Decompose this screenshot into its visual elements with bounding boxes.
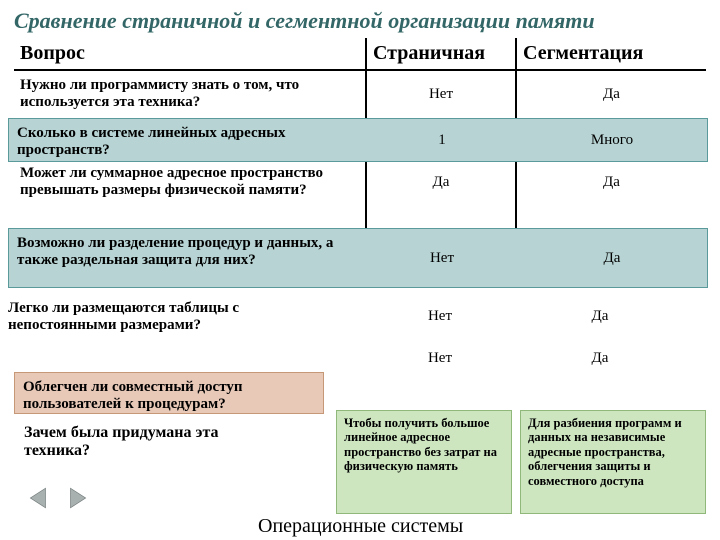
header-paging: Страничная	[366, 38, 516, 70]
nav-arrows	[26, 485, 90, 516]
hl2-segmentation: Много	[517, 119, 707, 161]
green-callout-1: Чтобы получить большое линейное адресное…	[336, 410, 512, 514]
q5-paging: Нет	[400, 308, 480, 325]
cell-paging: Нет	[366, 70, 516, 117]
hl4-question: Возможно ли разделение процедур и данных…	[9, 229, 367, 287]
cell-segmentation: Да	[516, 159, 706, 205]
cell-question: Нужно ли программисту знать о том, что и…	[14, 70, 366, 117]
slide: Сравнение страничной и сегментной органи…	[0, 0, 720, 540]
cell-paging: Да	[366, 159, 516, 205]
header-segmentation: Сегментация	[516, 38, 706, 70]
q5-segmentation: Да	[560, 308, 640, 325]
hl4-paging: Нет	[367, 229, 517, 287]
slide-title: Сравнение страничной и сегментной органи…	[0, 0, 720, 38]
salmon-question-box: Облегчен ли совместный доступ пользовате…	[14, 372, 324, 414]
prev-arrow-icon[interactable]	[26, 485, 52, 516]
cell-question: Может ли суммарное адресное пространство…	[14, 159, 366, 205]
question-7: Зачем была придумана эта техника?	[24, 424, 284, 460]
q6-segmentation: Да	[560, 350, 640, 367]
cell-segmentation: Да	[516, 70, 706, 117]
footer-text: Операционные системы	[258, 515, 463, 538]
header-question: Вопрос	[14, 38, 366, 70]
salmon-question: Облегчен ли совместный доступ пользовате…	[15, 373, 323, 419]
header-row: Вопрос Страничная Сегментация	[14, 38, 706, 70]
highlight-row-4: Возможно ли разделение процедур и данных…	[8, 228, 708, 288]
green-callout-2: Для разбиения программ и данных на незав…	[520, 410, 706, 514]
hl4-segmentation: Да	[517, 229, 707, 287]
q6-paging: Нет	[400, 350, 480, 367]
hl2-question: Сколько в системе линейных адресных прос…	[9, 119, 367, 161]
hl2-paging: 1	[367, 119, 517, 161]
next-arrow-icon[interactable]	[64, 485, 90, 516]
question-5: Легко ли размещаются таблицы с непостоян…	[8, 300, 348, 334]
highlight-row-2: Сколько в системе линейных адресных прос…	[8, 118, 708, 162]
table-row: Нужно ли программисту знать о том, что и…	[14, 70, 706, 117]
table-row: Может ли суммарное адресное пространство…	[14, 159, 706, 205]
